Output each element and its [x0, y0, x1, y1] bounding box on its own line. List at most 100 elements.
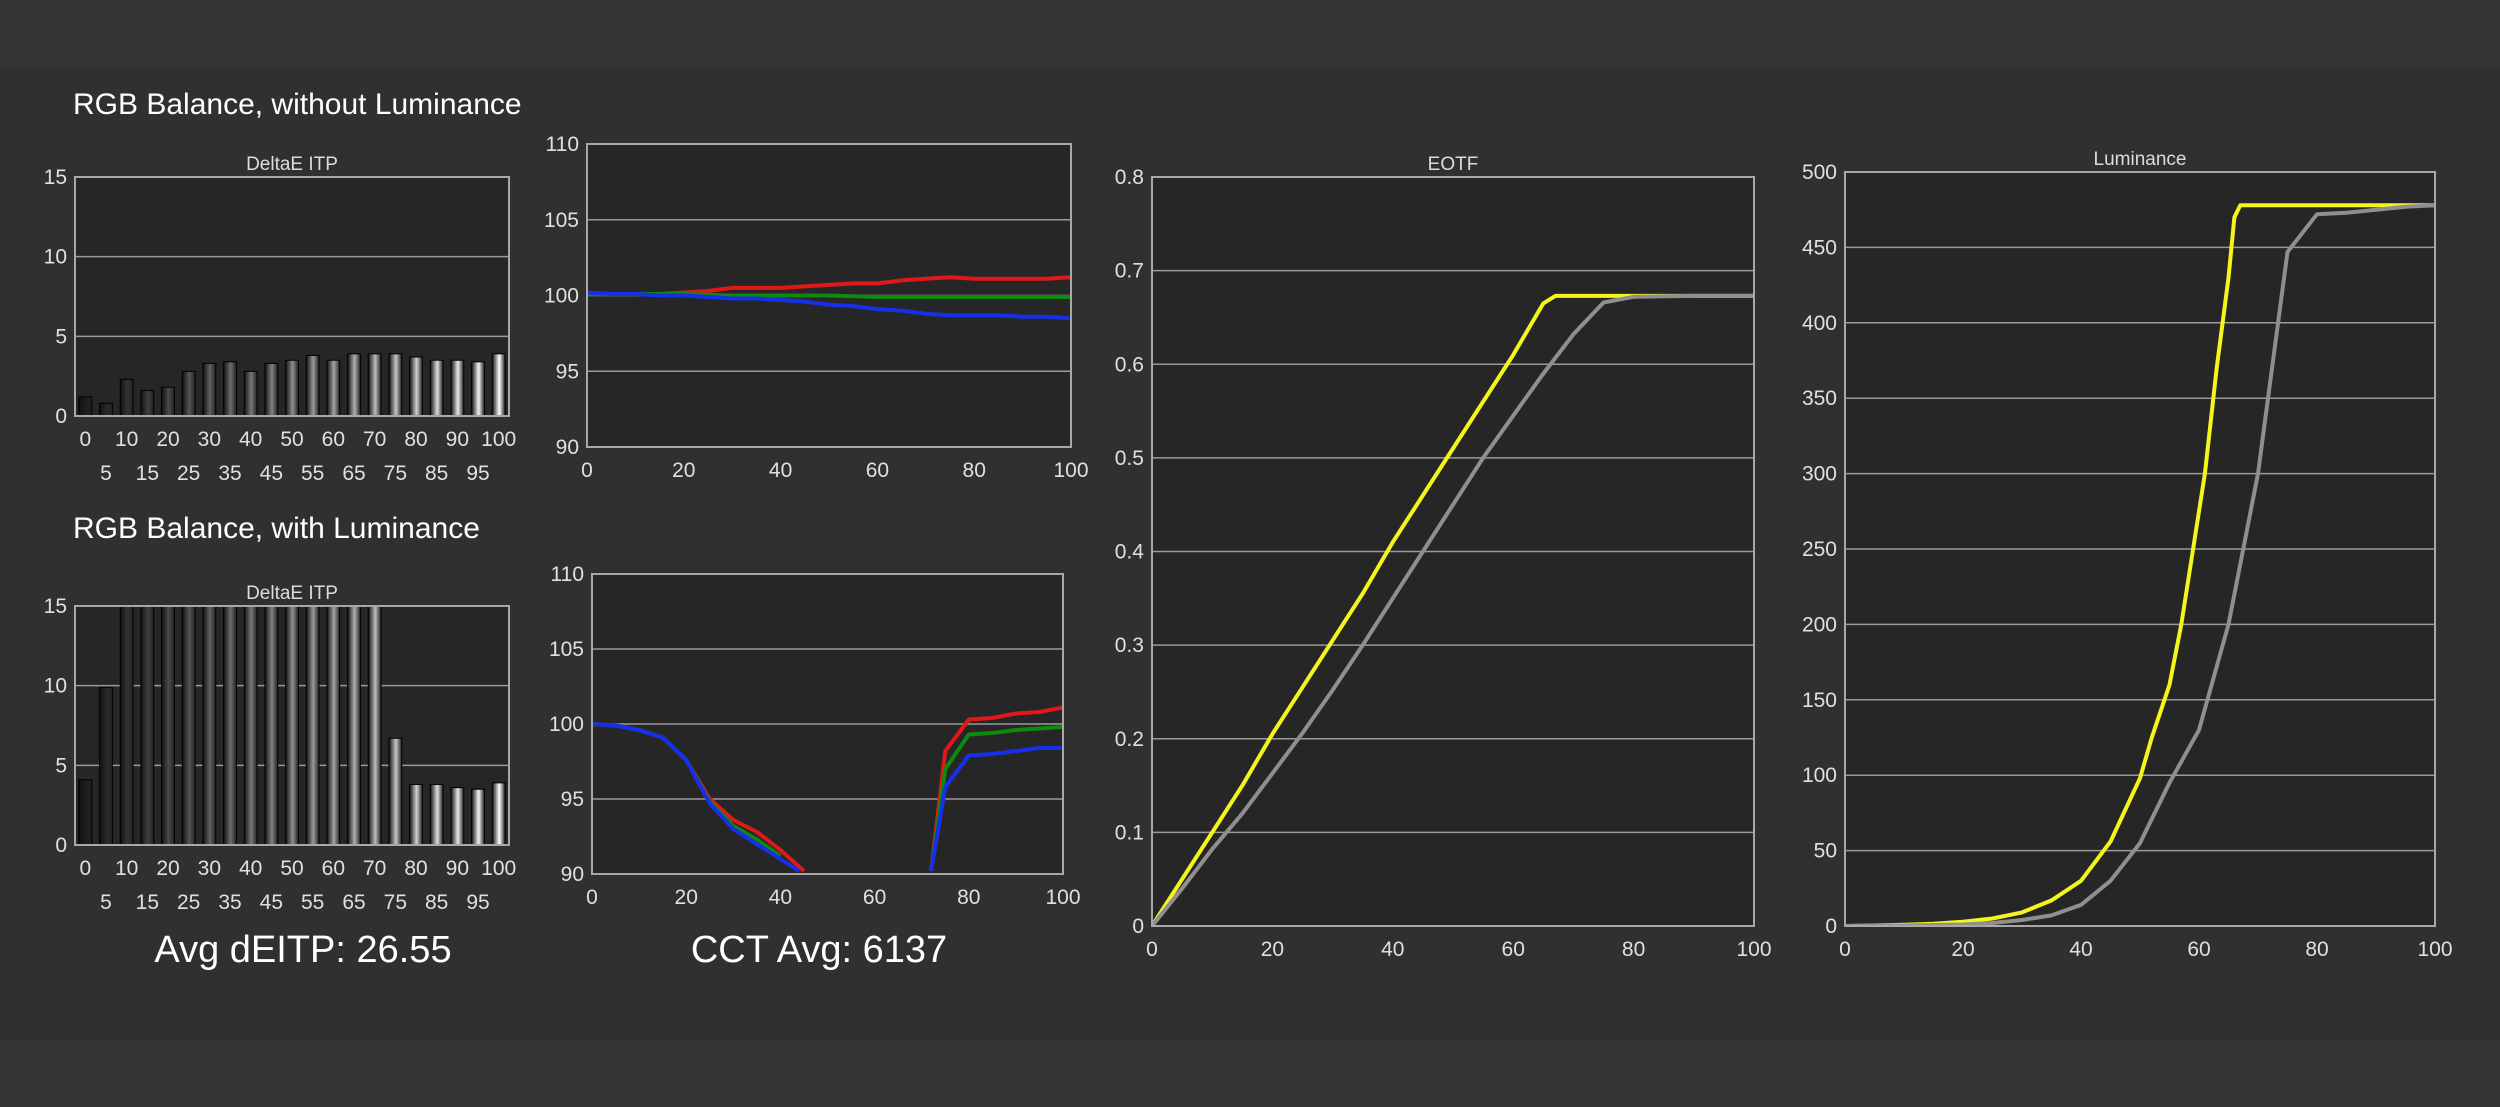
x-tick-label: 20	[672, 459, 695, 482]
y-tick-label: 0.4	[1115, 541, 1145, 564]
bar	[326, 605, 341, 846]
bar	[450, 787, 465, 846]
y-tick-label: 110	[551, 563, 584, 586]
x-tick-label: 40	[239, 857, 262, 880]
x-tick-label: 40	[769, 459, 792, 482]
bar	[181, 370, 196, 417]
x-tick-label: 5	[100, 462, 112, 485]
x-tick-label: 100	[1045, 886, 1080, 909]
x-tick-label: 80	[963, 459, 986, 482]
y-tick-label: 0.3	[1115, 634, 1144, 657]
bar	[471, 788, 485, 846]
x-tick-label: 20	[1261, 938, 1284, 961]
x-tick-label: 60	[322, 857, 345, 880]
bar	[223, 361, 237, 417]
heading-without-luminance: RGB Balance, without Luminance	[73, 88, 522, 121]
x-tick-label: 0	[1839, 938, 1851, 961]
x-tick-label: 60	[866, 459, 889, 482]
x-tick-label: 55	[301, 891, 324, 914]
x-tick-label: 95	[466, 891, 489, 914]
x-tick-label: 80	[1622, 938, 1645, 961]
x-tick-label: 0	[79, 857, 91, 880]
series-line-blue	[929, 746, 1063, 872]
x-tick-label: 100	[1053, 459, 1088, 482]
x-tick-label: 40	[239, 428, 262, 451]
plot-frame	[591, 573, 1064, 875]
y-tick-label: 100	[1802, 764, 1837, 787]
bar	[388, 737, 403, 846]
bar	[285, 359, 299, 417]
y-tick-label: 90	[561, 863, 584, 886]
plot-frame	[1844, 171, 2436, 927]
x-tick-label: 20	[156, 428, 179, 451]
x-tick-label: 85	[425, 891, 448, 914]
bar	[450, 359, 465, 417]
bar	[264, 605, 279, 846]
avg-deitp-label: Avg dEITP: 26.55	[154, 929, 451, 971]
x-tick-label: 40	[2069, 938, 2092, 961]
x-tick-label: 20	[675, 886, 698, 909]
x-tick-label: 45	[260, 891, 283, 914]
x-tick-label: 60	[2187, 938, 2210, 961]
x-tick-label: 65	[342, 462, 365, 485]
bar	[161, 386, 175, 417]
y-tick-label: 5	[55, 754, 67, 777]
bar	[305, 354, 320, 417]
y-tick-label: 500	[1802, 161, 1837, 184]
x-tick-label: 5	[100, 891, 112, 914]
y-tick-label: 200	[1802, 613, 1837, 636]
x-tick-label: 90	[446, 428, 469, 451]
bar	[161, 605, 175, 846]
x-tick-label: 55	[301, 462, 324, 485]
y-tick-label: 95	[561, 788, 584, 811]
bar	[223, 605, 237, 846]
y-tick-label: 95	[556, 360, 579, 383]
y-tick-label: 15	[44, 595, 67, 618]
y-tick-label: 10	[44, 246, 67, 269]
bar	[409, 356, 423, 417]
x-tick-label: 20	[1951, 938, 1974, 961]
series-line-yellow	[1152, 293, 1754, 926]
y-tick-label: 90	[556, 436, 579, 459]
bar	[119, 378, 134, 417]
bar	[99, 686, 113, 846]
x-tick-label: 100	[481, 428, 516, 451]
series-line-blue	[587, 290, 1071, 321]
x-tick-label: 80	[2305, 938, 2328, 961]
x-tick-label: 10	[115, 857, 138, 880]
chart-title: DeltaE ITP	[246, 154, 338, 175]
chart-luminance: 0 50 100 150 200 250 300 350 400 450 500 0 20 40 60 80 1…	[1802, 149, 2453, 961]
chart-title: Luminance	[2094, 149, 2187, 170]
chart-title: EOTF	[1428, 154, 1479, 175]
series-line-red	[929, 705, 1063, 872]
x-tick-label: 30	[198, 428, 221, 451]
bar	[347, 353, 361, 417]
series-line-green	[929, 725, 1063, 872]
x-tick-label: 40	[1381, 938, 1404, 961]
x-tick-label: 85	[425, 462, 448, 485]
x-tick-label: 15	[136, 891, 159, 914]
y-tick-label: 0.6	[1115, 353, 1144, 376]
chart-title: DeltaE ITP	[246, 583, 338, 604]
bar	[181, 605, 196, 846]
x-tick-label: 80	[957, 886, 980, 909]
x-tick-label: 80	[404, 428, 427, 451]
x-tick-label: 60	[863, 886, 886, 909]
y-tick-label: 400	[1802, 312, 1837, 335]
x-tick-label: 35	[218, 891, 241, 914]
x-tick-label: 25	[177, 891, 200, 914]
cct-avg-label: CCT Avg: 6137	[691, 929, 947, 971]
x-tick-label: 20	[156, 857, 179, 880]
x-tick-label: 100	[1736, 938, 1771, 961]
y-tick-label: 300	[1802, 463, 1837, 486]
bar	[243, 605, 258, 846]
y-tick-label: 0.2	[1115, 728, 1144, 751]
bar	[326, 359, 341, 417]
bar	[264, 362, 279, 417]
x-tick-label: 70	[363, 428, 386, 451]
bar	[367, 605, 382, 846]
x-tick-label: 25	[177, 462, 200, 485]
